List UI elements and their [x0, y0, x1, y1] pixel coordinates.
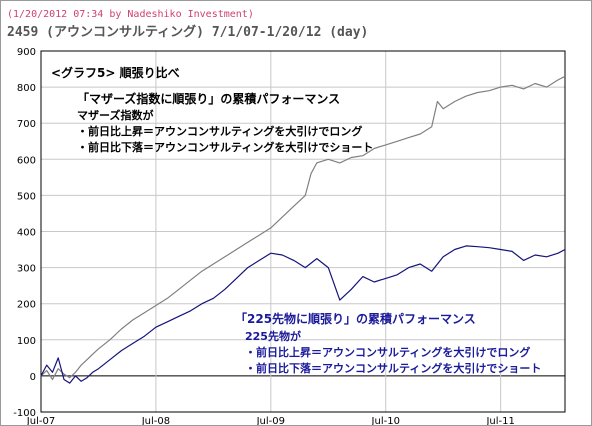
y-tick-label: 100: [17, 336, 36, 347]
chart-title: 2459 (アウンコンサルティング) 7/1/07-1/20/12 (day): [7, 24, 368, 40]
y-tick-label: 400: [17, 228, 36, 239]
plot-border: [40, 50, 566, 413]
n225-annotation-title: 「225先物に順張り」の累積パフォーマンス: [235, 311, 476, 326]
x-tick-label: Jul-09: [256, 416, 285, 425]
mothers-annotation-line: ・前日比下落＝アウンコンサルティングを大引けでショート: [77, 140, 373, 154]
y-tick-label: 600: [17, 155, 36, 166]
y-tick-label: -100: [13, 408, 36, 419]
mothers-annotation-line: マザーズ指数が: [77, 108, 153, 122]
x-tick-label: Jul-08: [141, 416, 170, 425]
n225-annotation-line: 225先物が: [245, 329, 301, 343]
x-tick-label: Jul-07: [26, 416, 55, 425]
y-tick-label: 500: [17, 191, 36, 202]
y-tick-label: 0: [30, 372, 36, 383]
mothers-annotation-line: ・前日比上昇＝アウンコンサルティングを大引けでロング: [77, 124, 362, 138]
chart-label: <グラフ5> 順張り比べ: [51, 65, 180, 80]
n225-annotation-line: ・前日比下落＝アウンコンサルティングを大引けでショート: [245, 361, 541, 375]
plot-area: -100 0 100 200 300 400 500 600 700 800 900 Jul-07 Ju…: [13, 47, 566, 425]
y-tick-label: 200: [17, 300, 36, 311]
x-tick-label: Jul-10: [371, 416, 400, 425]
timestamp-label: (1/20/2012 07:34 by Nadeshiko Investment…: [7, 9, 254, 20]
mothers-annotation-title: 「マザーズ指数に順張り」の累積パフォーマンス: [77, 91, 340, 106]
x-tick-label: Jul-11: [485, 416, 514, 425]
y-tick-label: 900: [17, 47, 36, 58]
y-tick-label: 700: [17, 119, 36, 130]
y-tick-label: 800: [17, 83, 36, 94]
y-tick-label: 300: [17, 264, 36, 275]
n225-series-line: [40, 245, 566, 384]
mothers-series-line: [40, 75, 566, 381]
n225-annotation-line: ・前日比上昇＝アウンコンサルティングを大引けでロング: [245, 345, 530, 359]
